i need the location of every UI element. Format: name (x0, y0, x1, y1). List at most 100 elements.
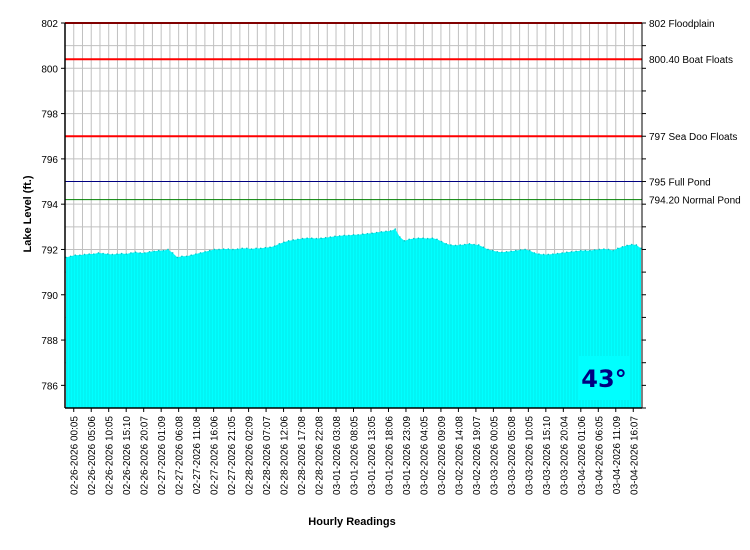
x-tick-label: 03-01-2026 13:05 (367, 416, 378, 495)
data-point (306, 237, 308, 239)
data-point (236, 248, 239, 250)
y-tick-label: 792 (41, 245, 58, 256)
x-tick-label: 03-02-2026 09:09 (437, 416, 448, 495)
data-point (640, 247, 642, 250)
data-point (199, 252, 202, 254)
x-tick-label: 02-27-2026 21:05 (227, 416, 238, 495)
data-point (130, 252, 132, 254)
data-point (417, 237, 420, 239)
data-point (454, 244, 457, 247)
data-point (519, 249, 522, 251)
data-point (357, 233, 359, 236)
data-point (570, 250, 573, 253)
data-point (603, 248, 605, 250)
temperature-badge-background (578, 356, 630, 400)
x-tick-label: 03-03-2026 05:08 (507, 416, 518, 495)
data-point (431, 237, 434, 239)
data-point (482, 246, 485, 249)
data-point (556, 252, 559, 255)
data-point (450, 244, 452, 246)
data-point (385, 230, 387, 233)
data-point (412, 237, 415, 240)
data-point (338, 235, 341, 237)
data-point (630, 243, 633, 246)
x-tick-label: 03-02-2026 19:07 (472, 416, 483, 495)
temperature-badge: 43° (578, 356, 630, 400)
x-tick-label: 02-27-2026 11:08 (192, 416, 203, 495)
y-axis-title: Lake Level (ft.) (22, 175, 34, 252)
x-tick-label: 03-01-2026 08:05 (350, 416, 361, 495)
data-point (264, 246, 267, 249)
data-point (301, 237, 304, 240)
y-tick-label: 790 (41, 291, 58, 302)
data-point (361, 233, 364, 235)
data-point (88, 253, 90, 255)
data-point (403, 240, 406, 242)
data-point (250, 248, 253, 250)
data-point (204, 250, 206, 253)
data-point (222, 248, 225, 250)
data-point (426, 237, 429, 240)
data-point (477, 244, 480, 246)
data-point (278, 243, 281, 245)
axes (61, 22, 646, 412)
x-tick-label: 03-01-2026 18:06 (385, 416, 396, 495)
data-point (97, 252, 100, 254)
y-tick-label: 786 (41, 381, 58, 392)
x-tick-label: 02-28-2026 22:08 (315, 416, 326, 495)
x-tick-label: 02-28-2026 12:06 (280, 416, 291, 495)
y-tick-label: 788 (41, 336, 58, 347)
data-point (171, 252, 174, 254)
x-tick-label: 03-01-2026 23:09 (402, 416, 413, 495)
x-tick-label: 02-26-2026 05:06 (87, 416, 98, 495)
data-point (232, 248, 234, 251)
y-tick-label: 798 (41, 110, 58, 121)
data-point (213, 248, 216, 251)
x-tick-label: 03-01-2026 03:08 (332, 416, 343, 495)
data-point (515, 249, 517, 252)
data-point (566, 251, 568, 253)
data-point (505, 250, 508, 253)
data-point (621, 245, 624, 248)
data-point (102, 252, 104, 255)
data-point (459, 244, 461, 246)
data-point (283, 241, 285, 244)
x-tick-label: 02-26-2026 00:05 (70, 416, 81, 495)
data-point (208, 249, 211, 252)
data-point (157, 249, 160, 252)
data-point (371, 232, 373, 234)
data-point (561, 252, 563, 254)
data-point (116, 253, 118, 255)
x-tick-label: 02-27-2026 06:08 (175, 416, 186, 495)
data-point (440, 240, 443, 243)
data-point (120, 252, 123, 255)
data-point (241, 247, 244, 250)
data-point (538, 253, 540, 255)
data-point (93, 253, 95, 255)
data-point (185, 255, 188, 258)
data-point (635, 244, 638, 246)
reference-line-label: 800.40 Boat Floats (649, 55, 733, 66)
data-point (255, 247, 257, 250)
data-point (144, 252, 146, 254)
data-point (352, 233, 355, 236)
data-point (334, 235, 336, 238)
data-point (167, 248, 169, 251)
data-point (607, 248, 610, 251)
data-point (69, 255, 72, 258)
data-point (408, 238, 410, 241)
data-point (176, 256, 179, 259)
data-point (134, 251, 137, 253)
data-point (273, 245, 276, 247)
data-point (487, 248, 489, 251)
data-point (399, 236, 401, 238)
x-tick-label: 03-03-2026 00:05 (489, 416, 500, 495)
data-point (148, 250, 151, 253)
area-series (65, 228, 642, 408)
data-point (348, 234, 350, 237)
x-tick-label: 03-02-2026 14:08 (454, 416, 465, 495)
data-point (584, 249, 587, 252)
data-point (315, 237, 318, 240)
data-point (524, 248, 526, 251)
